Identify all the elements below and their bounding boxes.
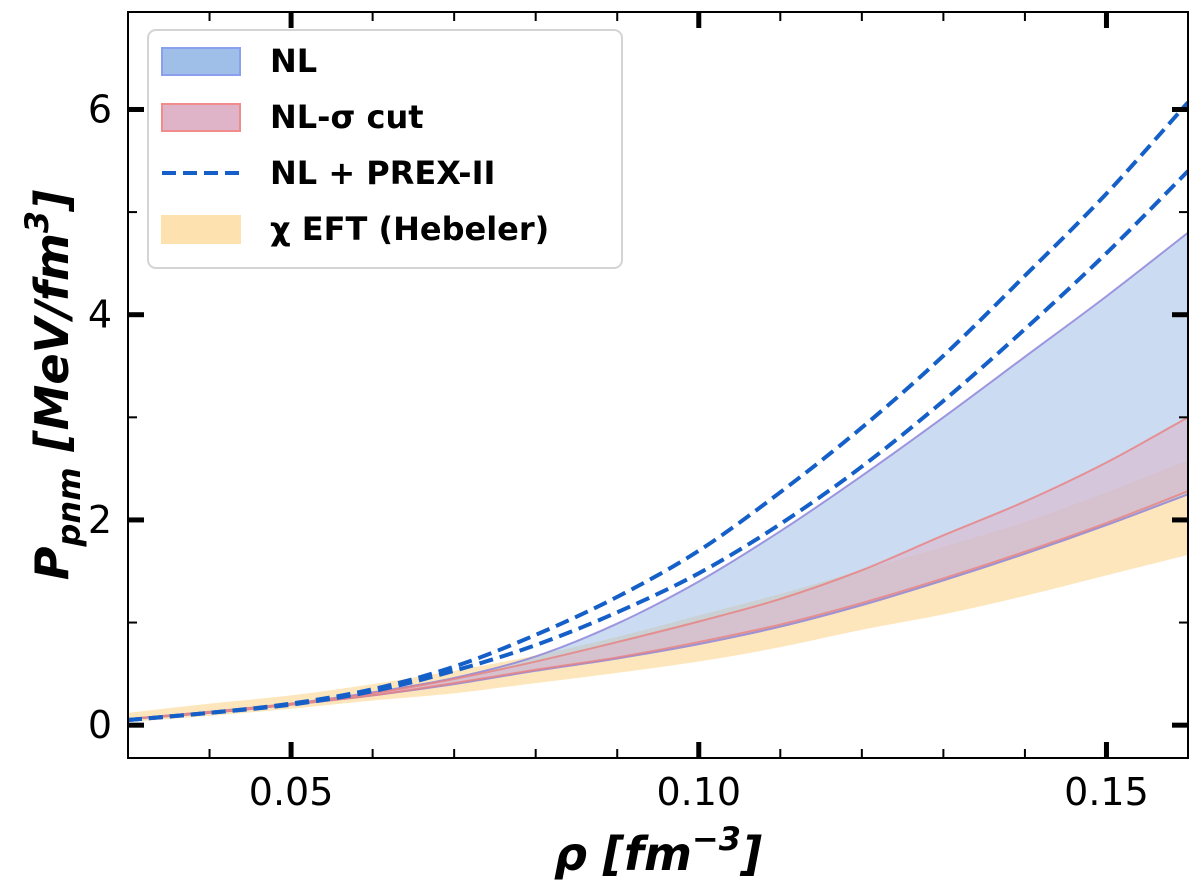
data-lines <box>128 100 1188 723</box>
line-nl-prex-ii-lower <box>128 169 1188 723</box>
x-tick-label: 0.05 <box>249 770 334 814</box>
legend-label-nl-prex-ii: NL + PREX-II <box>270 154 495 192</box>
band-eft-hebeler <box>128 460 1188 723</box>
plot-frame <box>127 11 1189 759</box>
y-tick-label: 2 <box>88 498 112 542</box>
y-tick-label: 4 <box>88 293 112 337</box>
x-tick-label: 0.10 <box>656 770 741 814</box>
legend-swatch-nl-cut <box>161 103 241 132</box>
axis-tick-labels: 0.05 0.10 0.15 0 2 4 6 <box>88 87 1149 814</box>
x-axis-label: ρ [fm−3] <box>554 820 762 881</box>
legend-swatch-eft-hebeler <box>161 215 241 244</box>
axis-ticks <box>128 12 1189 758</box>
band-nl-cut <box>128 416 1188 721</box>
legend-box <box>147 29 623 269</box>
legend-label-nl: NL <box>270 42 317 80</box>
y-axis-label: Ppnm [MeV/fm3] <box>18 190 88 580</box>
band-nl <box>128 231 1188 721</box>
legend-label-eft-hebeler: χ EFT (Hebeler) <box>270 210 549 248</box>
legend-swatch-nl <box>161 47 241 76</box>
x-tick-label: 0.15 <box>1064 770 1149 814</box>
y-tick-label: 0 <box>88 703 112 747</box>
legend-label-nl-cut: NL-σ cut <box>270 98 424 136</box>
y-tick-label: 6 <box>88 87 112 131</box>
legend: NL NL-σ cut NL + PREX-II χ EFT (Hebeler) <box>147 29 623 269</box>
data-bands <box>128 231 1188 723</box>
